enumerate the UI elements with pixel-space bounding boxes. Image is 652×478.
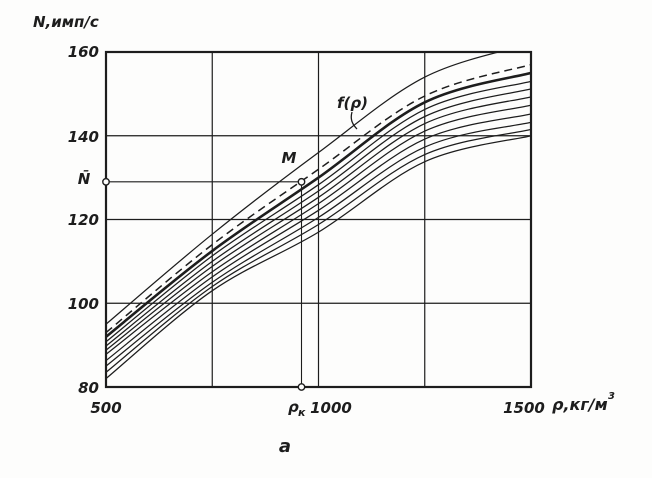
n-bar-axis-marker: [102, 177, 110, 186]
n-bar-label: N̄: [78, 168, 91, 188]
series-7-curve: [106, 104, 531, 355]
y-tick-80: 80: [78, 379, 99, 397]
series-10-curve: [106, 128, 531, 373]
x-tick-500: 500: [90, 399, 121, 417]
x-tick-1000: 1000: [310, 399, 352, 417]
m-point-marker: [297, 177, 306, 186]
series-4-curve: [106, 80, 531, 343]
series-11-curve: [106, 135, 531, 380]
x-tick-1500: 1500: [503, 399, 545, 417]
rho-k-label: ρ к: [288, 398, 306, 419]
y-tick-100: 100: [68, 295, 99, 313]
rho-k-symbol: ρ: [288, 398, 299, 416]
series-2-curve: [106, 63, 531, 334]
series-6-curve: [106, 96, 531, 351]
y-axis-title: N,имп/с: [33, 13, 99, 31]
y-tick-140: 140: [68, 128, 99, 146]
x-axis-title: ρ,кг/м 3: [552, 391, 615, 414]
x-axis-title-main: ρ,кг/м: [552, 395, 608, 414]
plot-border: [104, 50, 533, 389]
series-1-curve: [106, 52, 502, 325]
f-rho-leader-line: [350, 111, 358, 130]
chart-plot-layer: [102, 50, 533, 391]
m-point-label: M: [282, 149, 297, 167]
series-9-curve: [106, 121, 531, 367]
f-rho-label: f(ρ): [337, 94, 368, 112]
series-5-curve: [106, 88, 531, 347]
x-axis-title-superscript: 3: [608, 391, 615, 402]
rho-k-axis-marker: [297, 383, 306, 391]
series-8-curve: [106, 113, 531, 362]
curves-layer: [106, 52, 531, 380]
y-tick-160: 160: [68, 43, 99, 61]
series-3-curve: [106, 71, 531, 338]
y-tick-120: 120: [68, 211, 99, 229]
figure-caption: а: [279, 436, 291, 457]
rho-k-subscript: к: [298, 406, 306, 419]
